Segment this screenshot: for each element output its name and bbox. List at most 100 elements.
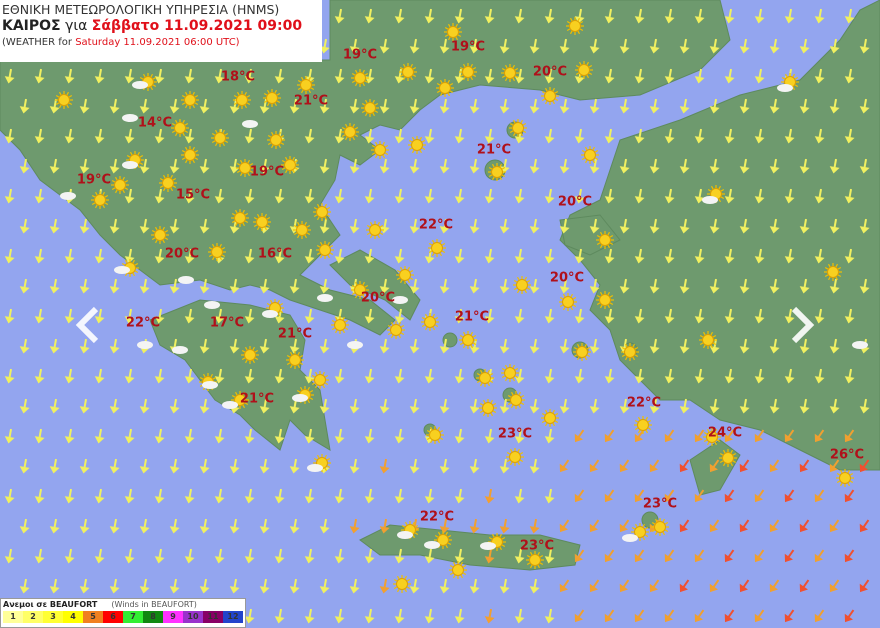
sun-icon xyxy=(171,119,189,137)
wind-arrow xyxy=(274,488,285,504)
temperature-label: 22°C xyxy=(419,509,455,525)
wind-arrow xyxy=(829,278,840,294)
cloud-icon xyxy=(202,381,218,389)
wind-arrow xyxy=(274,608,285,624)
wind-arrow xyxy=(469,458,480,474)
wind-arrow xyxy=(454,188,465,204)
beaufort-level: 11 xyxy=(203,611,223,623)
wind-arrow xyxy=(274,68,285,84)
wind-arrow xyxy=(154,548,165,564)
wind-arrow xyxy=(424,368,435,384)
utc-datetime: Saturday 11.09.2021 06:00 UTC) xyxy=(75,37,240,48)
wind-arrow xyxy=(754,308,765,324)
cloud-icon xyxy=(114,266,130,274)
prev-button[interactable] xyxy=(70,305,104,345)
wind-arrow xyxy=(229,278,240,294)
wind-arrow xyxy=(769,38,780,54)
wind-arrow xyxy=(544,248,555,264)
wind-arrow xyxy=(544,68,555,84)
wind-arrow xyxy=(34,188,45,204)
wind-arrow xyxy=(784,489,795,503)
wind-arrow xyxy=(139,578,150,594)
sun-icon xyxy=(316,241,334,259)
wind-arrow xyxy=(454,488,465,504)
cloud-icon xyxy=(397,531,413,539)
wind-arrow xyxy=(319,158,330,174)
wind-arrow xyxy=(379,218,390,234)
sun-icon xyxy=(211,129,229,147)
wind-arrow xyxy=(454,248,465,264)
wind-arrow xyxy=(64,68,75,84)
wind-arrow xyxy=(529,158,540,174)
wind-arrow xyxy=(529,518,540,534)
wind-arrow xyxy=(199,398,210,414)
wind-arrow xyxy=(574,489,585,503)
cloud-icon xyxy=(132,81,148,89)
sun-icon xyxy=(507,391,525,409)
sun-icon xyxy=(506,448,524,466)
wind-arrow xyxy=(574,188,585,204)
wind-arrow xyxy=(4,368,15,384)
temperature-label: 23°C xyxy=(519,538,555,554)
temperature-label: 19°C xyxy=(76,172,112,188)
wind-arrow xyxy=(499,518,510,534)
sun-icon xyxy=(231,209,249,227)
wind-arrow xyxy=(739,459,750,473)
wind-arrow xyxy=(274,188,285,204)
wind-arrow xyxy=(304,608,315,624)
wind-arrow xyxy=(634,368,645,384)
wind-arrow xyxy=(694,68,705,84)
sun-icon xyxy=(331,316,349,334)
wind-arrow xyxy=(379,458,390,474)
wind-arrow xyxy=(19,398,30,414)
wind-arrow xyxy=(64,308,75,324)
wind-arrow xyxy=(589,278,600,294)
sun-icon xyxy=(396,266,414,284)
wind-arrow xyxy=(469,398,480,414)
next-button[interactable] xyxy=(786,305,820,345)
sun-icon xyxy=(479,399,497,417)
wind-arrow xyxy=(529,278,540,294)
wind-arrow xyxy=(754,368,765,384)
wind-arrow xyxy=(259,158,270,174)
wind-arrow xyxy=(859,579,870,593)
wind-arrow xyxy=(439,338,450,354)
wind-arrow xyxy=(649,278,660,294)
wind-arrow xyxy=(124,128,135,144)
wind-arrow xyxy=(709,459,720,473)
cloud-icon xyxy=(204,301,220,309)
wind-arrow xyxy=(169,578,180,594)
wind-arrow xyxy=(109,458,120,474)
wind-arrow xyxy=(424,488,435,504)
wind-arrow xyxy=(739,579,750,593)
wind-arrow xyxy=(349,518,360,534)
wind-arrow xyxy=(4,128,15,144)
wind-arrow xyxy=(784,609,795,623)
wind-arrow xyxy=(544,548,555,564)
wind-arrow xyxy=(274,308,285,324)
wind-arrow xyxy=(634,8,645,24)
wind-arrow xyxy=(829,158,840,174)
wind-arrow xyxy=(4,248,15,264)
wind-arrow xyxy=(304,368,315,384)
sun-icon xyxy=(541,87,559,105)
wind-arrow xyxy=(559,218,570,234)
wind-arrow xyxy=(634,429,645,443)
wind-arrow xyxy=(829,38,840,54)
wind-arrow xyxy=(4,548,15,564)
wind-arrow xyxy=(469,158,480,174)
wind-arrow xyxy=(844,8,855,24)
wind-arrow xyxy=(799,338,810,354)
wind-arrow xyxy=(754,609,765,623)
wind-arrow xyxy=(559,278,570,294)
wind-arrow xyxy=(274,248,285,264)
wind-arrow xyxy=(814,609,825,623)
wind-arrow xyxy=(604,248,615,264)
wind-arrow xyxy=(604,489,615,503)
wind-arrow xyxy=(184,308,195,324)
cloud-icon xyxy=(222,401,238,409)
wind-arrow xyxy=(589,158,600,174)
wind-arrow xyxy=(334,68,345,84)
wind-arrow xyxy=(94,488,105,504)
wind-arrow xyxy=(769,519,780,533)
